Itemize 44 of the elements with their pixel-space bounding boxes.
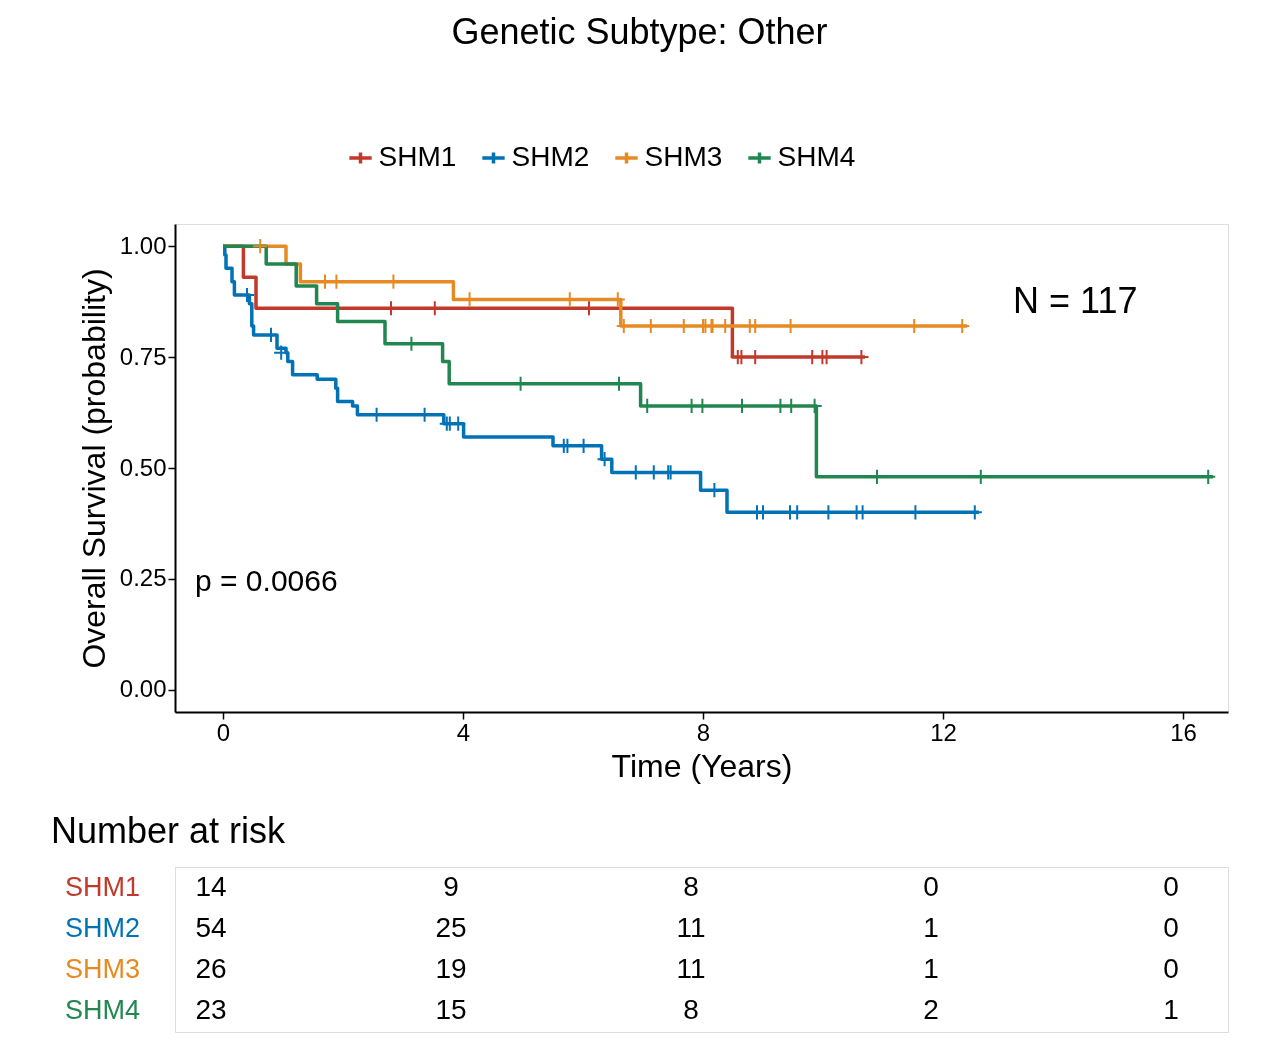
text: 8 (683, 870, 699, 902)
text: 9 (443, 870, 459, 902)
y-tick-label: 1.00 (119, 231, 167, 259)
text: 8 (683, 994, 699, 1026)
text: 0 (923, 870, 939, 902)
text: 1 (923, 953, 939, 985)
annotation: N = 117 (1013, 280, 1138, 321)
text: 1 (1163, 994, 1179, 1026)
chart-title: Genetic Subtype: Other (451, 11, 828, 52)
text: 54 (195, 911, 227, 943)
text: 0 (1163, 911, 1179, 943)
text: 2 (923, 994, 939, 1026)
text: 11 (676, 953, 706, 985)
legend-label: SHM3 (644, 141, 723, 172)
text: SHM4 (65, 995, 141, 1026)
text: 25 (435, 911, 467, 943)
x-tick-label: 16 (1170, 718, 1197, 746)
y-axis-title: Overall Survival (probability) (75, 268, 112, 669)
text: 19 (435, 953, 467, 985)
text: 0 (1163, 870, 1179, 902)
text: 23 (195, 994, 227, 1026)
text: 14 (195, 870, 227, 902)
text: 15 (435, 994, 467, 1026)
x-tick-label: 12 (930, 718, 957, 746)
text: 26 (195, 953, 227, 985)
legend-label: SHM1 (378, 141, 457, 172)
y-tick-label: 0.50 (119, 453, 167, 481)
text: 11 (676, 911, 706, 943)
y-tick-label: 0.00 (119, 675, 167, 703)
y-tick-label: 0.75 (119, 342, 167, 370)
text: SHM1 (65, 871, 141, 902)
x-tick-label: 4 (456, 718, 471, 746)
text: SHM3 (65, 954, 141, 985)
legend-label: SHM2 (511, 141, 590, 172)
x-axis-title: Time (Years) (611, 747, 793, 784)
legend-label: SHM4 (777, 141, 856, 172)
y-tick-label: 0.25 (119, 564, 167, 592)
text: 0 (1163, 953, 1179, 985)
x-tick-label: 0 (216, 718, 231, 746)
x-tick-label: 8 (696, 718, 711, 746)
text: SHM2 (65, 912, 141, 943)
text: Number at risk (51, 810, 287, 851)
annotation: p = 0.0066 (195, 564, 338, 597)
text: 1 (923, 911, 939, 943)
